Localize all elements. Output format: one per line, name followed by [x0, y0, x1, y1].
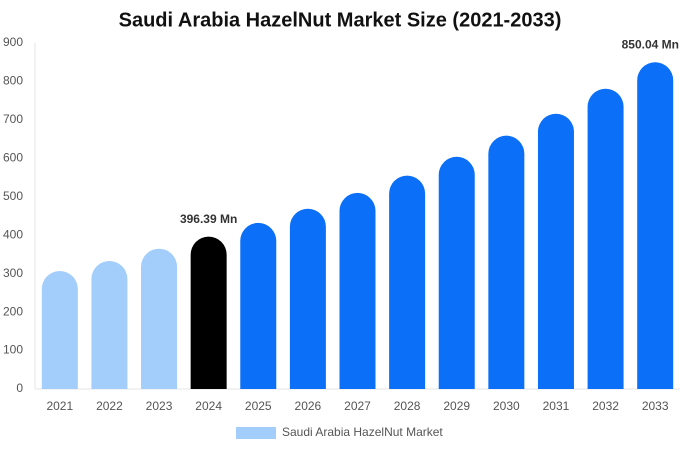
bar — [389, 175, 426, 389]
y-tick-label: 0 — [16, 381, 23, 395]
bar — [587, 88, 624, 389]
bar — [141, 248, 178, 389]
bar — [339, 192, 376, 389]
x-tick-label: 2024 — [195, 399, 222, 413]
y-tick-label: 700 — [3, 112, 23, 126]
bar — [488, 135, 525, 389]
y-tick-label: 300 — [3, 266, 23, 280]
bar — [289, 208, 326, 389]
bar — [637, 62, 674, 389]
bar — [190, 236, 227, 389]
legend-label: Saudi Arabia HazelNut Market — [282, 425, 443, 439]
bar — [438, 156, 475, 389]
y-tick-label: 200 — [3, 304, 23, 318]
x-tick-label: 2025 — [245, 399, 272, 413]
x-tick-label: 2029 — [443, 399, 470, 413]
y-tick-label: 900 — [3, 35, 23, 49]
bar — [537, 113, 574, 389]
y-tick-label: 800 — [3, 74, 23, 88]
y-tick-label: 400 — [3, 227, 23, 241]
x-tick-label: 2027 — [344, 399, 371, 413]
x-tick-label: 2028 — [394, 399, 421, 413]
x-tick-label: 2033 — [642, 399, 669, 413]
x-tick-label: 2021 — [46, 399, 73, 413]
x-tick-label: 2023 — [146, 399, 173, 413]
x-tick-label: 2022 — [96, 399, 123, 413]
x-tick-label: 2032 — [592, 399, 619, 413]
x-tick-label: 2030 — [493, 399, 520, 413]
x-tick-label: 2031 — [543, 399, 570, 413]
x-tick-label: 2026 — [295, 399, 322, 413]
bar — [41, 270, 78, 389]
bar — [91, 260, 128, 389]
y-tick-label: 600 — [3, 151, 23, 165]
value-label: 850.04 Mn — [622, 37, 679, 51]
chart-title: Saudi Arabia HazelNut Market Size (2021-… — [119, 9, 562, 31]
bar — [240, 222, 277, 389]
value-label: 396.39 Mn — [180, 212, 237, 226]
y-tick-label: 500 — [3, 189, 23, 203]
y-tick-label: 100 — [3, 343, 23, 357]
legend-swatch — [236, 427, 276, 439]
